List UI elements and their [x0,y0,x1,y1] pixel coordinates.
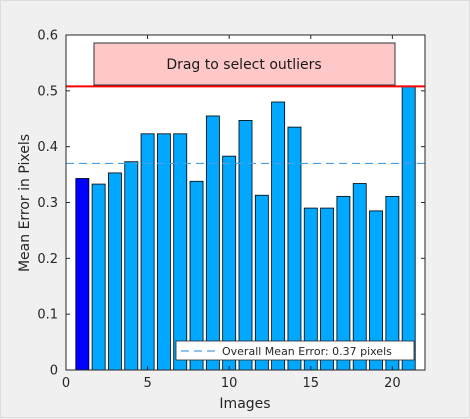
x-tick-label: 20 [384,376,401,391]
legend-label: Overall Mean Error: 0.37 pixels [222,345,392,358]
x-tick-label: 15 [302,376,319,391]
bars-group [75,85,416,371]
bar-image-6[interactable] [156,133,171,371]
bar-image-11[interactable] [238,120,253,371]
bar-image-10[interactable] [222,155,237,371]
y-tick-label: 0.1 [37,308,58,323]
y-tick-label: 0.4 [37,140,58,155]
bar-image-1[interactable] [75,178,90,371]
bar-image-13[interactable] [271,101,286,371]
bar-image-3[interactable] [108,172,122,371]
bar-image-7[interactable] [173,133,188,371]
y-axis-label: Mean Error in Pixels [17,134,33,272]
bar-image-4[interactable] [124,161,139,371]
y-tick-label: 0.2 [37,252,58,267]
bar-image-21[interactable] [401,85,416,371]
y-tick-label: 0.5 [37,84,58,99]
x-tick-label: 5 [143,376,151,391]
bar-image-2[interactable] [91,183,106,371]
y-tick-label: 0.3 [37,196,58,211]
bar-image-5[interactable] [140,133,155,371]
y-tick-label: 0.6 [37,29,58,44]
bar-image-9[interactable] [205,115,220,371]
y-tick-label: 0 [50,364,58,379]
x-tick-label: 0 [62,376,70,391]
drag-select-label: Drag to select outliers [166,57,321,73]
drag-select-button[interactable]: Drag to select outliers [93,42,396,86]
x-tick-label: 10 [221,376,238,391]
x-axis-label: Images [219,396,270,412]
legend-box: Overall Mean Error: 0.37 pixels [175,340,415,361]
